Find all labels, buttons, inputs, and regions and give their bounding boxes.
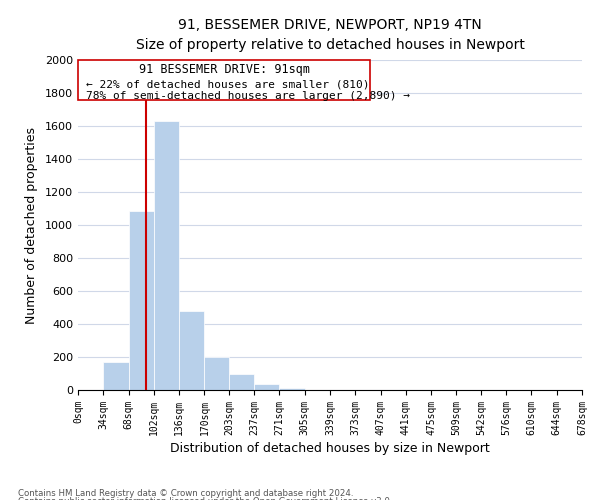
Text: 78% of semi-detached houses are larger (2,890) →: 78% of semi-detached houses are larger (… bbox=[86, 92, 410, 102]
Bar bbox=[128, 211, 154, 390]
Bar bbox=[254, 384, 280, 390]
X-axis label: Distribution of detached houses by size in Newport: Distribution of detached houses by size … bbox=[170, 442, 490, 455]
Text: Contains HM Land Registry data © Crown copyright and database right 2024.: Contains HM Land Registry data © Crown c… bbox=[18, 488, 353, 498]
Text: Contains public sector information licensed under the Open Government Licence v3: Contains public sector information licen… bbox=[18, 497, 392, 500]
Text: 91 BESSEMER DRIVE: 91sqm: 91 BESSEMER DRIVE: 91sqm bbox=[139, 64, 310, 76]
Bar bbox=[154, 121, 179, 390]
Bar bbox=[280, 388, 305, 390]
FancyBboxPatch shape bbox=[78, 60, 370, 100]
Text: ← 22% of detached houses are smaller (810): ← 22% of detached houses are smaller (81… bbox=[86, 80, 369, 90]
Bar bbox=[103, 362, 128, 390]
Bar bbox=[229, 374, 254, 390]
Y-axis label: Number of detached properties: Number of detached properties bbox=[25, 126, 38, 324]
Bar bbox=[205, 357, 229, 390]
Bar bbox=[179, 311, 205, 390]
Title: 91, BESSEMER DRIVE, NEWPORT, NP19 4TN
Size of property relative to detached hous: 91, BESSEMER DRIVE, NEWPORT, NP19 4TN Si… bbox=[136, 18, 524, 52]
